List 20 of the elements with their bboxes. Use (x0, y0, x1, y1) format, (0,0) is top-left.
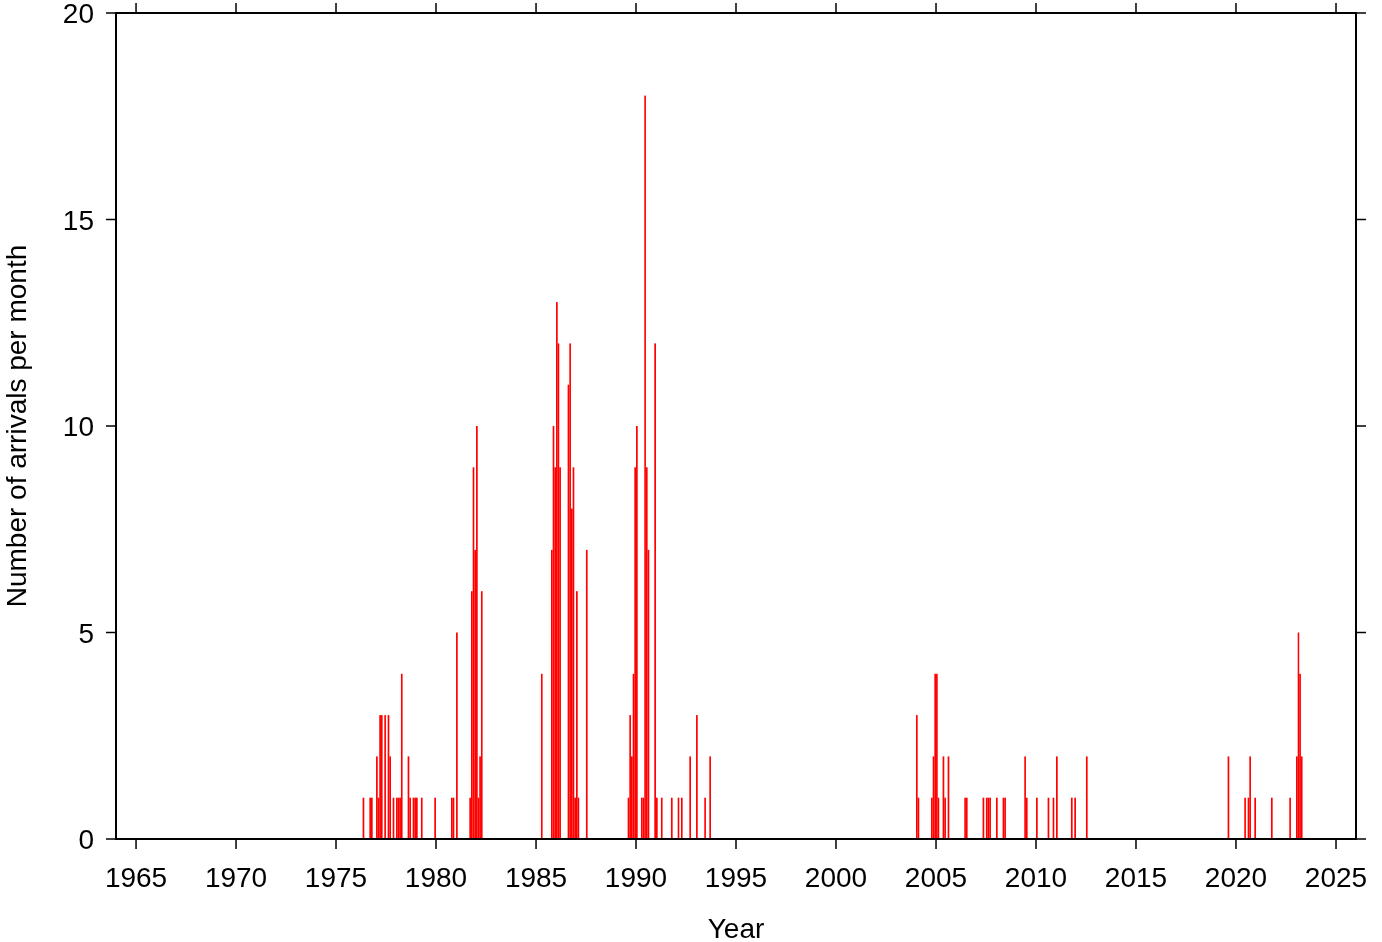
x-tick-label: 1985 (504, 862, 568, 893)
y-tick-label: 20 (62, 0, 94, 29)
x-tick-label: 2010 (1004, 862, 1068, 893)
x-tick-label: 1995 (704, 862, 768, 893)
y-tick-label: 15 (62, 204, 94, 236)
x-tick-label: 2005 (904, 862, 968, 893)
x-tick-label: 1975 (304, 862, 368, 893)
x-tick-label: 2020 (1204, 862, 1268, 893)
x-tick-label: 2015 (1104, 862, 1168, 893)
x-tick-label: 1970 (204, 862, 268, 893)
x-tick-label: 1965 (104, 862, 168, 893)
y-axis-title: Number of arrivals per month (1, 244, 32, 608)
y-tick-label: 5 (78, 617, 94, 649)
x-axis-title: Year (707, 913, 765, 942)
x-tick-label: 1990 (604, 862, 668, 893)
y-tick-label: 0 (78, 824, 94, 855)
x-tick-label: 2025 (1304, 862, 1368, 893)
x-tick-label: 1980 (404, 862, 468, 893)
x-tick-label: 2000 (804, 862, 868, 893)
y-tick-label: 10 (62, 411, 94, 442)
